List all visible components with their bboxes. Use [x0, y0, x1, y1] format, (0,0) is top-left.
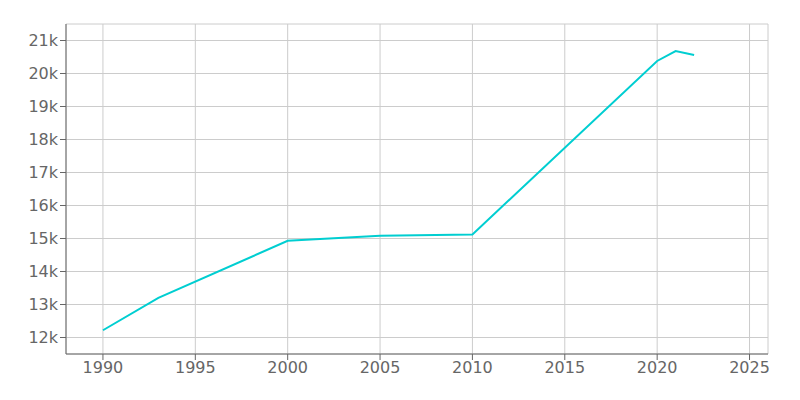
svg-text:17k: 17k	[28, 163, 58, 182]
svg-text:21k: 21k	[28, 31, 58, 50]
svg-text:18k: 18k	[28, 130, 58, 149]
svg-text:14k: 14k	[28, 262, 58, 281]
svg-text:19k: 19k	[28, 97, 58, 116]
svg-text:16k: 16k	[28, 196, 58, 215]
svg-text:1995: 1995	[175, 358, 216, 377]
svg-text:2000: 2000	[267, 358, 308, 377]
svg-text:1990: 1990	[83, 358, 124, 377]
svg-text:12k: 12k	[28, 328, 58, 347]
svg-text:2010: 2010	[452, 358, 493, 377]
svg-text:15k: 15k	[28, 229, 58, 248]
svg-text:13k: 13k	[28, 295, 58, 314]
svg-text:2020: 2020	[637, 358, 678, 377]
svg-text:2005: 2005	[360, 358, 401, 377]
svg-text:2025: 2025	[729, 358, 770, 377]
svg-text:2015: 2015	[544, 358, 585, 377]
svg-text:20k: 20k	[28, 64, 58, 83]
